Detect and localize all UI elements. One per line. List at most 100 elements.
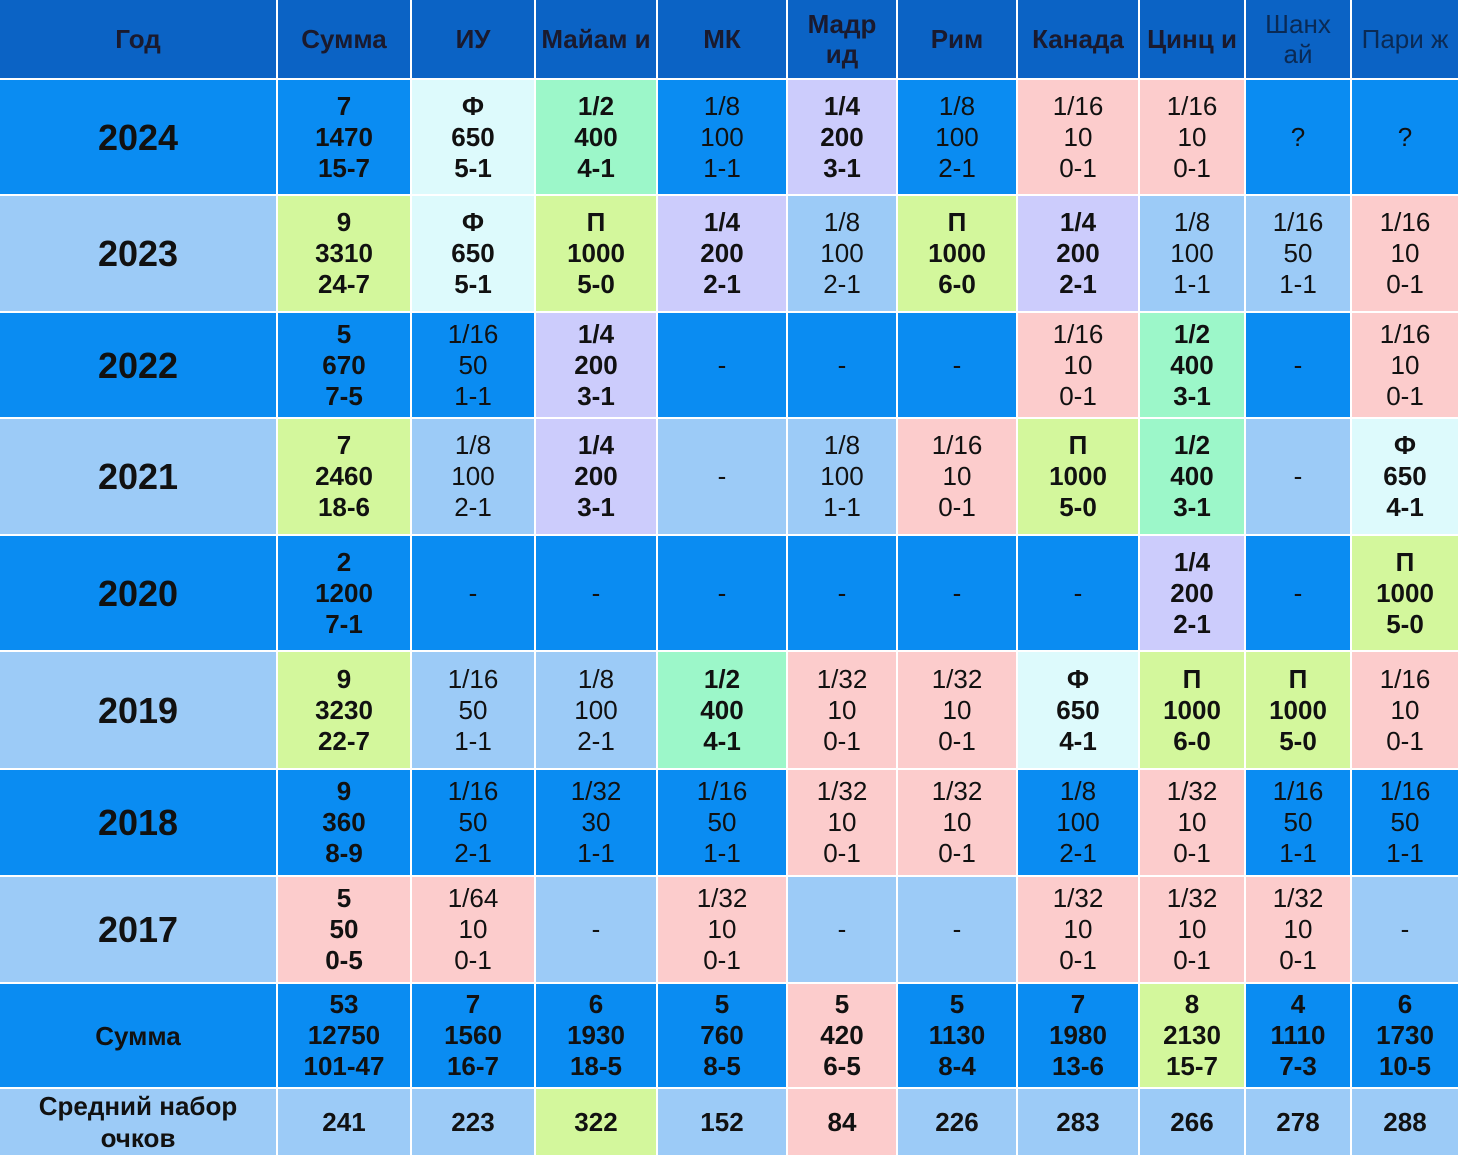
cell-line: 4-1: [1059, 725, 1097, 756]
cell-line: 400: [1170, 461, 1214, 491]
cell-line: Ф: [461, 90, 485, 121]
cell-line: 2-1: [938, 152, 976, 183]
cell-line: 1/8: [703, 90, 741, 121]
cell-line: 10: [1063, 121, 1093, 152]
cell-line: 1/32: [1052, 883, 1104, 913]
table-cell: 1/16 50 1-1: [658, 770, 788, 877]
cell-line: 6-0: [938, 269, 976, 299]
cell-line: 24-7: [317, 269, 371, 299]
cell-line: 360: [322, 807, 366, 837]
cell-line: 1/32: [1166, 883, 1218, 913]
cell-line: 9: [336, 663, 352, 694]
cell-line: 1/16: [447, 776, 499, 806]
cell-line: 50: [458, 349, 488, 380]
year-cell: 2020: [0, 536, 278, 652]
average-label: Средний набор очков: [0, 1089, 278, 1157]
cell-line: П: [1288, 663, 1308, 694]
cell-line: 670: [322, 349, 366, 380]
cell-line: -: [468, 577, 478, 608]
cell-line: Ф: [461, 207, 485, 237]
cell-line: 100: [451, 461, 495, 491]
cell-line: 9: [336, 776, 352, 806]
year-cell: 2019: [0, 652, 278, 770]
cell-line: -: [1400, 914, 1410, 944]
average-cell: 288: [1352, 1089, 1460, 1157]
cell-line: 1/32: [1166, 776, 1218, 806]
cell-line: -: [952, 914, 962, 944]
cell-line: 226: [935, 1106, 979, 1137]
table-cell: 1/32 10 0-1: [898, 652, 1018, 770]
cell-line: 15-7: [1165, 1051, 1219, 1081]
table-cell: 7 2460 18-6: [278, 419, 412, 536]
table-cell: 1/2 400 3-1: [1140, 313, 1246, 419]
cell-line: 1/4: [823, 90, 861, 121]
average-cell: 226: [898, 1089, 1018, 1157]
cell-line: 100: [700, 121, 744, 152]
table-cell: Ф 650 5-1: [412, 196, 536, 313]
cell-line: 0-1: [1059, 152, 1097, 183]
cell-line: 7: [465, 989, 481, 1019]
cell-line: 5: [336, 883, 352, 913]
cell-line: 50: [1283, 807, 1313, 837]
cell-line: 13-6: [1051, 1051, 1105, 1081]
label-line: Средний набор: [38, 1091, 238, 1121]
cell-line: 22-7: [317, 725, 371, 756]
table-cell: 1/16 50 1-1: [412, 652, 536, 770]
header-cell: Майам и: [536, 0, 658, 80]
cell-line: 10-5: [1378, 1051, 1432, 1081]
table-cell: 1/16 50 1-1: [1246, 196, 1352, 313]
cell-line: 650: [451, 238, 495, 268]
cell-line: 9: [336, 207, 352, 237]
table-cell: 9 3230 22-7: [278, 652, 412, 770]
cell-line: -: [837, 577, 847, 608]
table-cell: -: [658, 536, 788, 652]
cell-line: 8-5: [703, 1051, 741, 1081]
average-cell: 152: [658, 1089, 788, 1157]
cell-line: 0-1: [1279, 945, 1317, 975]
cell-line: 7-3: [1279, 1051, 1317, 1081]
cell-line: 2-1: [823, 269, 861, 299]
cell-line: 1/16: [1379, 663, 1431, 694]
cell-line: -: [1293, 577, 1303, 608]
cell-line: 18-6: [317, 492, 371, 522]
label-line: очков: [100, 1123, 176, 1153]
table-cell: П 1000 5-0: [536, 196, 658, 313]
cell-line: 2-1: [1059, 838, 1097, 868]
header-year: Год: [0, 0, 278, 80]
table-cell: 9 3310 24-7: [278, 196, 412, 313]
cell-line: 2-1: [703, 269, 741, 299]
table-cell: П 1000 5-0: [1018, 419, 1140, 536]
cell-line: 3-1: [1173, 380, 1211, 411]
table-cell: 1/16 10 0-1: [1018, 80, 1140, 196]
table-cell: 1/16 10 0-1: [1352, 313, 1460, 419]
cell-line: 7: [1070, 989, 1086, 1019]
table-cell: 1/8 100 2-1: [1018, 770, 1140, 877]
cell-line: 1-1: [703, 152, 741, 183]
table-cell: 2 1200 7-1: [278, 536, 412, 652]
cell-line: 5-0: [1059, 492, 1097, 522]
table-cell: 1/4 200 2-1: [1140, 536, 1246, 652]
cell-line: 5-1: [454, 269, 492, 299]
cell-line: 10: [942, 807, 972, 837]
table-cell: П 1000 5-0: [1352, 536, 1460, 652]
cell-line: 100: [574, 694, 618, 725]
cell-line: 1000: [1376, 577, 1434, 608]
cell-line: П: [1395, 546, 1415, 577]
average-cell: 223: [412, 1089, 536, 1157]
table-cell: П 1000 6-0: [1140, 652, 1246, 770]
table-cell: Ф 650 5-1: [412, 80, 536, 196]
cell-line: 1000: [928, 238, 986, 268]
cell-line: 200: [700, 238, 744, 268]
table-cell: 1/4 200 3-1: [536, 313, 658, 419]
cell-line: 50: [458, 807, 488, 837]
cell-line: 100: [935, 121, 979, 152]
table-cell: 1/16 50 1-1: [1246, 770, 1352, 877]
cell-line: 1/16: [1272, 776, 1324, 806]
cell-line: ?: [1290, 121, 1306, 152]
cell-line: 1000: [1049, 461, 1107, 491]
cell-line: -: [717, 577, 727, 608]
cell-line: 0-1: [1059, 945, 1097, 975]
cell-line: 5-0: [1279, 725, 1317, 756]
year-cell: 2017: [0, 877, 278, 984]
